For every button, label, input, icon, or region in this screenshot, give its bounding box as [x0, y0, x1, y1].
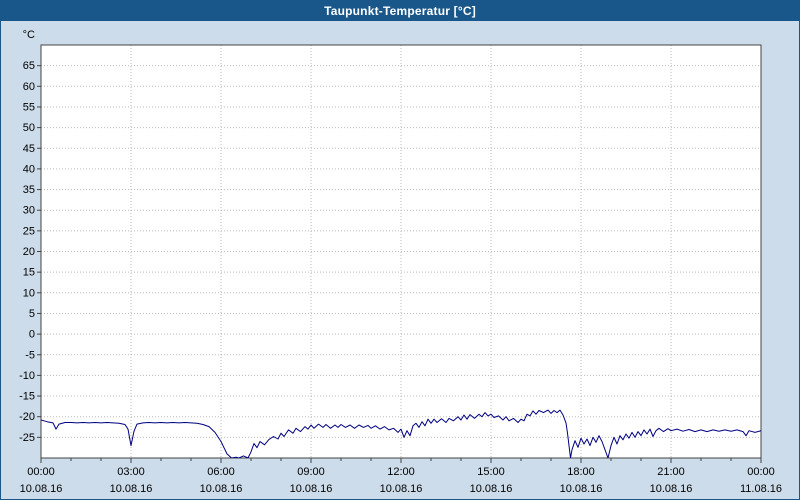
y-tick-label: 25 [23, 225, 35, 237]
chart-area: -25 -20 -15 -10 -5 0 5 10 15 20 25 30 35 40 45 50 55 60 65… [1, 21, 799, 499]
y-tick-label: -10 [19, 370, 35, 382]
x-tick-time-label: 00:00 [747, 466, 775, 478]
y-tick-label: 0 [29, 329, 35, 341]
y-tick-label: 5 [29, 308, 35, 320]
x-tick-date-label: 10.08.16 [110, 483, 153, 495]
y-tick-label: 30 [23, 205, 35, 217]
y-tick-label: 50 [23, 122, 35, 134]
x-tick-date-label: 10.08.16 [380, 483, 423, 495]
y-tick-label: -20 [19, 411, 35, 423]
x-tick-date-label: 10.08.16 [470, 483, 513, 495]
y-tick-label: 10 [23, 287, 35, 299]
y-tick-label: -25 [19, 432, 35, 444]
y-tick-label: 60 [23, 81, 35, 93]
x-tick-date-label: 10.08.16 [650, 483, 693, 495]
y-tick-label: 15 [23, 267, 35, 279]
y-tick-label: 40 [23, 163, 35, 175]
y-tick-label: 65 [23, 60, 35, 72]
y-tick-label: 55 [23, 101, 35, 113]
x-tick-time-label: 03:00 [117, 466, 145, 478]
x-tick-date-label: 10.08.16 [560, 483, 603, 495]
x-tick-time-label: 00:00 [27, 466, 55, 478]
x-tick-date-label: 10.08.16 [20, 483, 63, 495]
x-tick-time-label: 06:00 [207, 466, 235, 478]
y-tick-label: 45 [23, 143, 35, 155]
x-tick-date-label: 10.08.16 [200, 483, 243, 495]
x-tick-time-label: 15:00 [477, 466, 505, 478]
x-tick-date-label: 10.08.16 [290, 483, 333, 495]
x-tick-date-label: 11.08.16 [740, 483, 782, 495]
y-tick-label: 35 [23, 184, 35, 196]
chart-title: Taupunkt-Temperatur [°C] [324, 4, 476, 18]
y-tick-label: -15 [19, 391, 35, 403]
x-tick-time-label: 12:00 [387, 466, 415, 478]
x-tick-time-label: 09:00 [297, 466, 325, 478]
plot-border [40, 44, 762, 459]
series-line [41, 409, 761, 458]
y-tick-label: 20 [23, 246, 35, 258]
y-axis-unit-label: °C [23, 29, 35, 41]
x-tick-time-label: 18:00 [567, 466, 595, 478]
chart-canvas: -25 -20 -15 -10 -5 0 5 10 15 20 25 30 35 40 45 50 55 60 65… [19, 29, 782, 495]
x-tick-time-label: 21:00 [657, 466, 685, 478]
y-tick-label: -5 [25, 349, 35, 361]
title-bar: Taupunkt-Temperatur [°C] [1, 1, 799, 21]
